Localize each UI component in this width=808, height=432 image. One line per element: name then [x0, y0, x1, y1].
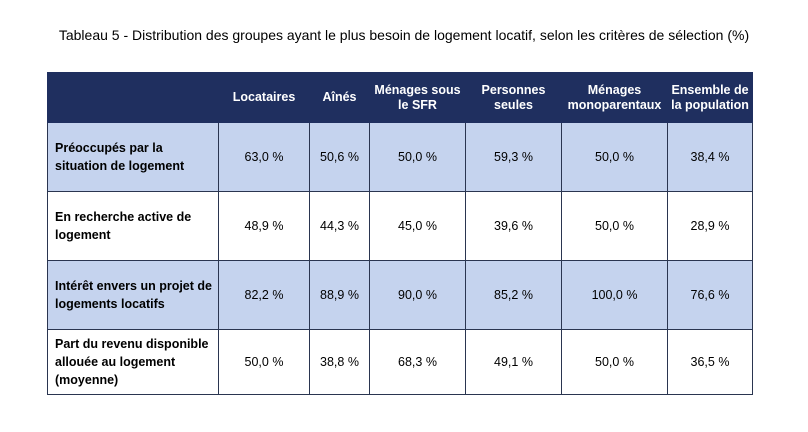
row-label: En recherche active de logement — [47, 191, 219, 261]
row-label: Part du revenu disponible allouée au log… — [47, 329, 219, 395]
row-label: Intérêt envers un projet de logements lo… — [47, 260, 219, 330]
row-label: Préoccupés par la situation de logement — [47, 122, 219, 192]
table-cell: 63,0 % — [218, 122, 310, 192]
table-cell: 44,3 % — [309, 191, 370, 261]
column-header-locataires: Locataires — [218, 72, 310, 123]
column-header-ensemble-population: Ensemble de la population — [667, 72, 753, 123]
table-cell: 36,5 % — [667, 329, 753, 395]
table-cell: 50,6 % — [309, 122, 370, 192]
table-cell: 50,0 % — [561, 122, 668, 192]
table-cell: 50,0 % — [369, 122, 466, 192]
header-row: Locataires Aînés Ménages sous le SFR Per… — [47, 72, 753, 123]
table-title: Tableau 5 - Distribution des groupes aya… — [58, 27, 750, 43]
table-cell: 100,0 % — [561, 260, 668, 330]
table-cell: 50,0 % — [561, 191, 668, 261]
table-cell: 38,8 % — [309, 329, 370, 395]
column-header-aines: Aînés — [309, 72, 370, 123]
header-corner — [47, 72, 219, 123]
table-cell: 88,9 % — [309, 260, 370, 330]
table-row: Intérêt envers un projet de logements lo… — [47, 260, 753, 330]
column-header-menages-monoparentaux: Ménages monoparentaux — [561, 72, 668, 123]
table-row: Part du revenu disponible allouée au log… — [47, 329, 753, 395]
table-cell: 82,2 % — [218, 260, 310, 330]
table-cell: 38,4 % — [667, 122, 753, 192]
data-table: Locataires Aînés Ménages sous le SFR Per… — [47, 72, 753, 395]
table-row: En recherche active de logement 48,9 % 4… — [47, 191, 753, 261]
column-header-personnes-seules: Personnes seules — [465, 72, 562, 123]
table-cell: 48,9 % — [218, 191, 310, 261]
table-cell: 90,0 % — [369, 260, 466, 330]
table-cell: 45,0 % — [369, 191, 466, 261]
table-cell: 68,3 % — [369, 329, 466, 395]
table-cell: 50,0 % — [561, 329, 668, 395]
table-cell: 50,0 % — [218, 329, 310, 395]
table-cell: 39,6 % — [465, 191, 562, 261]
column-header-menages-sfr: Ménages sous le SFR — [369, 72, 466, 123]
table-cell: 49,1 % — [465, 329, 562, 395]
table-row: Préoccupés par la situation de logement … — [47, 122, 753, 192]
table-cell: 59,3 % — [465, 122, 562, 192]
table-cell: 85,2 % — [465, 260, 562, 330]
table-cell: 28,9 % — [667, 191, 753, 261]
table-cell: 76,6 % — [667, 260, 753, 330]
